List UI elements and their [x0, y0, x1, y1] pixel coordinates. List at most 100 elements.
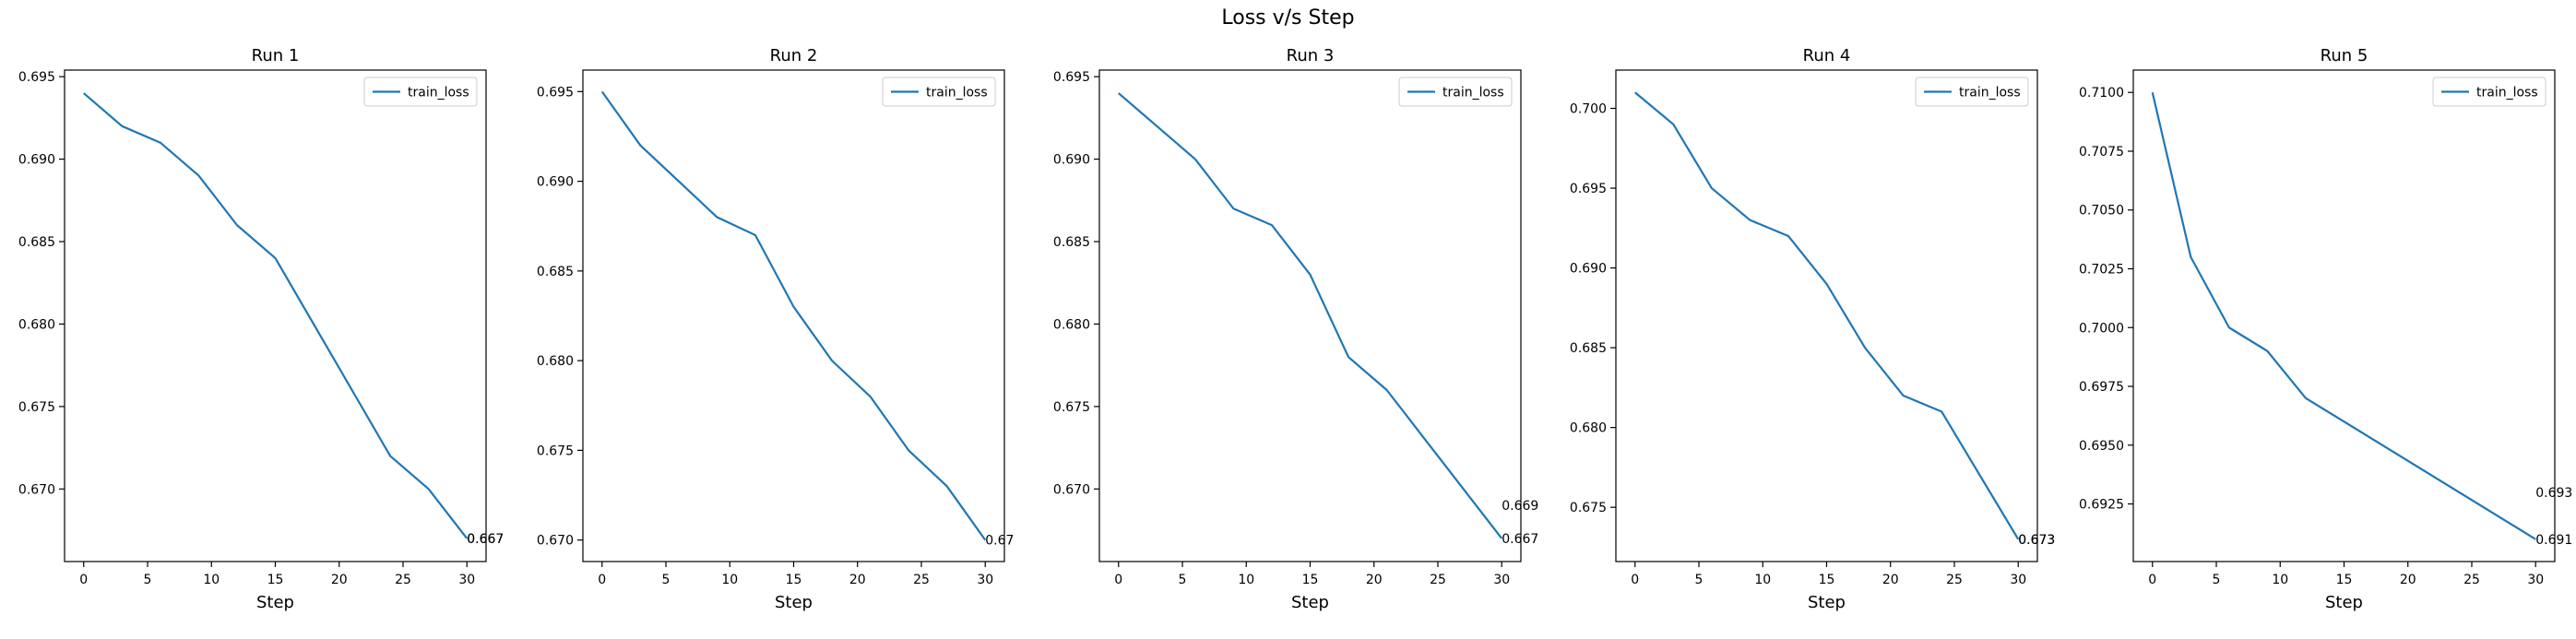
legend-box — [1915, 77, 2029, 107]
x-tick-label: 25 — [1946, 573, 1963, 587]
x-tick-label: 20 — [331, 573, 348, 587]
subplot-run-5: Run 5 0 5 10 15 20 25 30 0.6925 0.6950 0.6975 0.700… — [2079, 46, 2572, 612]
legend: train_loss — [1398, 77, 1513, 107]
train-loss-line — [1634, 91, 2020, 540]
y-tick-label: 0.7100 — [2079, 86, 2124, 101]
y-tick-label: 0.7025 — [2079, 262, 2124, 277]
annotation-label: 0.673 — [2018, 533, 2055, 548]
y-tick-label: 0.685 — [18, 235, 55, 250]
train-loss-line — [1118, 92, 1503, 539]
y-tick-label: 0.685 — [1053, 235, 1090, 250]
x-tick-label: 5 — [144, 573, 152, 587]
y-tick-label: 0.680 — [537, 354, 574, 369]
x-tick-label: 10 — [203, 573, 220, 587]
subplot-title: Run 5 — [2321, 46, 2368, 65]
x-tick-label: 30 — [458, 573, 475, 587]
y-tick-label: 0.6950 — [2079, 439, 2124, 454]
annotation-label: 0.667 — [467, 532, 504, 547]
train-loss-line — [83, 92, 469, 539]
x-tick-label: 0 — [1114, 573, 1122, 587]
x-tick-label: 0 — [598, 573, 606, 587]
x-tick-label: 25 — [913, 573, 930, 587]
x-tick-label: 20 — [1366, 573, 1383, 587]
annotation-label: 0.673 — [2018, 533, 2055, 548]
legend: train_loss — [1915, 77, 2029, 107]
legend-box — [882, 77, 996, 107]
x-tick-label: 5 — [2213, 573, 2221, 587]
x-tick-label: 0 — [1631, 573, 1639, 587]
x-tick-label: 10 — [1238, 573, 1254, 587]
x-tick-label: 15 — [2336, 573, 2353, 587]
x-tick-label: 30 — [2010, 573, 2026, 587]
x-tick-label: 25 — [395, 573, 411, 587]
legend-box — [2432, 77, 2546, 107]
subplot-run-2: Run 2 0 5 10 15 20 25 30 0.670 0.675 0.680 0.685 0.6… — [537, 46, 1014, 612]
x-axis-label: Step — [1808, 593, 1846, 612]
train-loss-line — [600, 90, 987, 541]
y-tick-label: 0.7075 — [2079, 145, 2124, 160]
y-tick-label: 0.695 — [18, 70, 55, 85]
x-tick-label: 20 — [1882, 573, 1899, 587]
x-tick-label: 5 — [1179, 573, 1187, 587]
x-tick-label: 15 — [267, 573, 284, 587]
y-tick-label: 0.670 — [18, 482, 55, 497]
y-tick-label: 0.7050 — [2079, 204, 2124, 219]
legend: train_loss — [882, 77, 996, 107]
y-tick-label: 0.695 — [1053, 70, 1090, 85]
x-tick-label: 20 — [849, 573, 866, 587]
y-tick-label: 0.6925 — [2079, 498, 2124, 513]
x-axis-label: Step — [256, 593, 294, 612]
y-tick-label: 0.675 — [18, 400, 55, 415]
y-tick-label: 0.675 — [537, 444, 574, 458]
x-tick-label: 0 — [2148, 573, 2156, 587]
annotation-label: 0.691 — [2535, 533, 2572, 548]
subplot-title: Run 2 — [770, 46, 818, 65]
y-tick-label: 0.690 — [18, 153, 55, 168]
annotation-label: 0.669 — [1502, 499, 1538, 514]
legend-label: train_loss — [1959, 86, 2021, 101]
x-tick-label: 30 — [1493, 573, 1510, 587]
x-tick-label: 5 — [662, 573, 671, 587]
x-tick-label: 15 — [1302, 573, 1319, 587]
x-tick-label: 25 — [2463, 573, 2480, 587]
legend: train_loss — [363, 77, 478, 107]
x-tick-label: 5 — [1695, 573, 1703, 587]
x-tick-label: 15 — [786, 573, 802, 587]
y-tick-label: 0.670 — [537, 534, 574, 549]
y-tick-label: 0.680 — [18, 317, 55, 332]
y-tick-label: 0.680 — [1570, 421, 1607, 436]
y-tick-label: 0.685 — [1570, 341, 1607, 356]
legend-box — [363, 77, 478, 107]
x-tick-label: 30 — [977, 573, 993, 587]
legend-label: train_loss — [926, 86, 988, 101]
y-tick-label: 0.675 — [1570, 501, 1607, 515]
legend: train_loss — [2432, 77, 2546, 107]
x-tick-label: 10 — [2272, 573, 2288, 587]
legend-label: train_loss — [2476, 86, 2538, 101]
train-loss-line — [2151, 91, 2536, 540]
y-tick-label: 0.680 — [1053, 317, 1090, 332]
y-tick-label: 0.690 — [537, 175, 574, 190]
subplot-title: Run 4 — [1803, 46, 1851, 65]
annotation-label: 0.67 — [985, 534, 1014, 549]
x-tick-label: 25 — [1430, 573, 1446, 587]
subplot-title: Run 3 — [1287, 46, 1335, 65]
y-tick-label: 0.675 — [1053, 400, 1090, 415]
legend-box — [1398, 77, 1513, 107]
y-tick-label: 0.670 — [1053, 482, 1090, 497]
legend-label: train_loss — [408, 86, 469, 101]
x-tick-label: 15 — [1819, 573, 1835, 587]
y-tick-label: 0.695 — [1570, 182, 1607, 196]
x-tick-label: 0 — [79, 573, 88, 587]
x-tick-label: 30 — [2527, 573, 2544, 587]
x-axis-label: Step — [1291, 593, 1329, 612]
y-tick-label: 0.6975 — [2079, 380, 2124, 395]
y-tick-label: 0.700 — [1570, 102, 1607, 117]
figure-title: Loss v/s Step — [1221, 6, 1354, 30]
legend-label: train_loss — [1442, 86, 1504, 101]
x-axis-label: Step — [775, 593, 813, 612]
y-tick-label: 0.685 — [537, 265, 574, 279]
y-tick-label: 0.690 — [1570, 262, 1607, 277]
x-tick-label: 10 — [721, 573, 738, 587]
